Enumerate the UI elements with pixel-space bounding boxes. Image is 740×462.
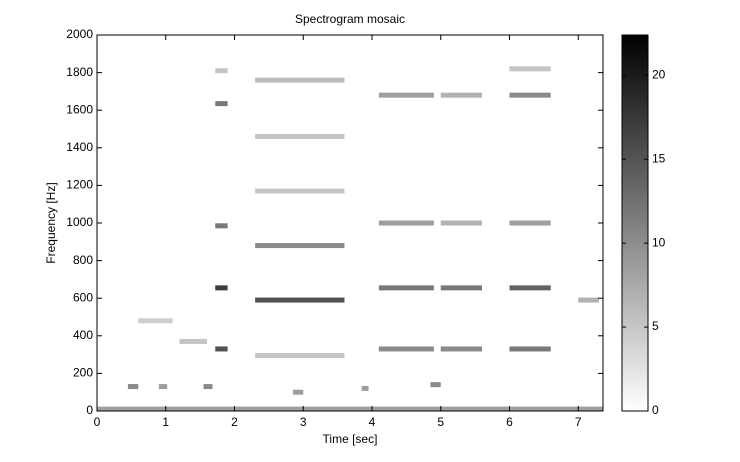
y-tick-label: 1400 xyxy=(66,140,93,154)
chart-title: Spectrogram mosaic xyxy=(295,12,405,26)
spectrogram-cell xyxy=(255,297,345,303)
x-tick-label: 1 xyxy=(162,415,169,429)
y-tick-label: 0 xyxy=(86,403,93,417)
y-tick-label: 1600 xyxy=(66,102,93,116)
y-tick-label: 1800 xyxy=(66,65,93,79)
spectrogram-cell xyxy=(255,188,345,194)
colorbar-tick-label: 0 xyxy=(652,403,659,417)
spectrogram-cell xyxy=(378,220,434,226)
x-tick-label: 7 xyxy=(575,415,582,429)
colorbar-tick-label: 20 xyxy=(652,67,666,81)
spectrogram-cell xyxy=(509,92,551,98)
spectrogram-cell xyxy=(440,346,482,352)
colorbar-tick-label: 15 xyxy=(652,151,666,165)
spectrogram-cell xyxy=(292,389,304,395)
spectrogram-cell xyxy=(440,92,482,98)
y-tick-label: 200 xyxy=(73,366,93,380)
spectrogram-cell xyxy=(440,285,482,291)
y-tick-label: 1200 xyxy=(66,178,93,192)
spectrogram-cell xyxy=(215,285,228,291)
spectrogram-cell xyxy=(378,285,434,291)
x-tick-label: 6 xyxy=(506,415,513,429)
colorbar-tick-label: 10 xyxy=(652,235,666,249)
y-axis-label: Frequency [Hz] xyxy=(44,182,58,263)
spectrogram-cell xyxy=(215,346,228,352)
x-tick-label: 3 xyxy=(300,415,307,429)
spectrogram-cell xyxy=(361,385,369,391)
y-tick-label: 400 xyxy=(73,328,93,342)
spectrogram-cell xyxy=(509,346,551,352)
colorbar-tick-label: 5 xyxy=(652,319,659,333)
spectrogram-cell xyxy=(127,384,139,390)
spectrogram-cell xyxy=(509,220,551,226)
spectrogram-cell xyxy=(440,220,482,226)
x-tick-label: 5 xyxy=(437,415,444,429)
spectrogram-cell xyxy=(215,68,228,74)
spectrogram-cell xyxy=(255,243,345,249)
spectrogram-cell xyxy=(215,101,228,107)
spectrogram-cell xyxy=(215,223,228,229)
colorbar xyxy=(621,34,649,412)
spectrogram-cell xyxy=(378,346,434,352)
x-tick-label: 4 xyxy=(369,415,376,429)
spectrogram-cell xyxy=(255,353,345,359)
spectrogram-cell xyxy=(203,384,213,390)
y-tick-label: 2000 xyxy=(66,27,93,41)
spectrogram-cell xyxy=(578,297,599,303)
y-tick-label: 600 xyxy=(73,290,93,304)
x-axis-label: Time [sec] xyxy=(323,432,378,446)
spectrogram-cell xyxy=(378,92,434,98)
y-tick-label: 1000 xyxy=(66,215,93,229)
spectrogram-cell xyxy=(179,338,207,344)
x-tick-label: 2 xyxy=(231,415,238,429)
spectrogram-cell xyxy=(158,384,168,390)
spectrogram-cell xyxy=(138,318,173,324)
spectrogram-cell xyxy=(430,382,441,388)
y-tick-label: 800 xyxy=(73,253,93,267)
x-tick-label: 0 xyxy=(94,415,101,429)
spectrogram-cell xyxy=(509,285,551,291)
spectrogram-cell xyxy=(509,66,551,72)
spectrogram-cell xyxy=(97,406,603,411)
spectrogram-cell xyxy=(255,77,345,83)
spectrogram-cell xyxy=(255,134,345,140)
